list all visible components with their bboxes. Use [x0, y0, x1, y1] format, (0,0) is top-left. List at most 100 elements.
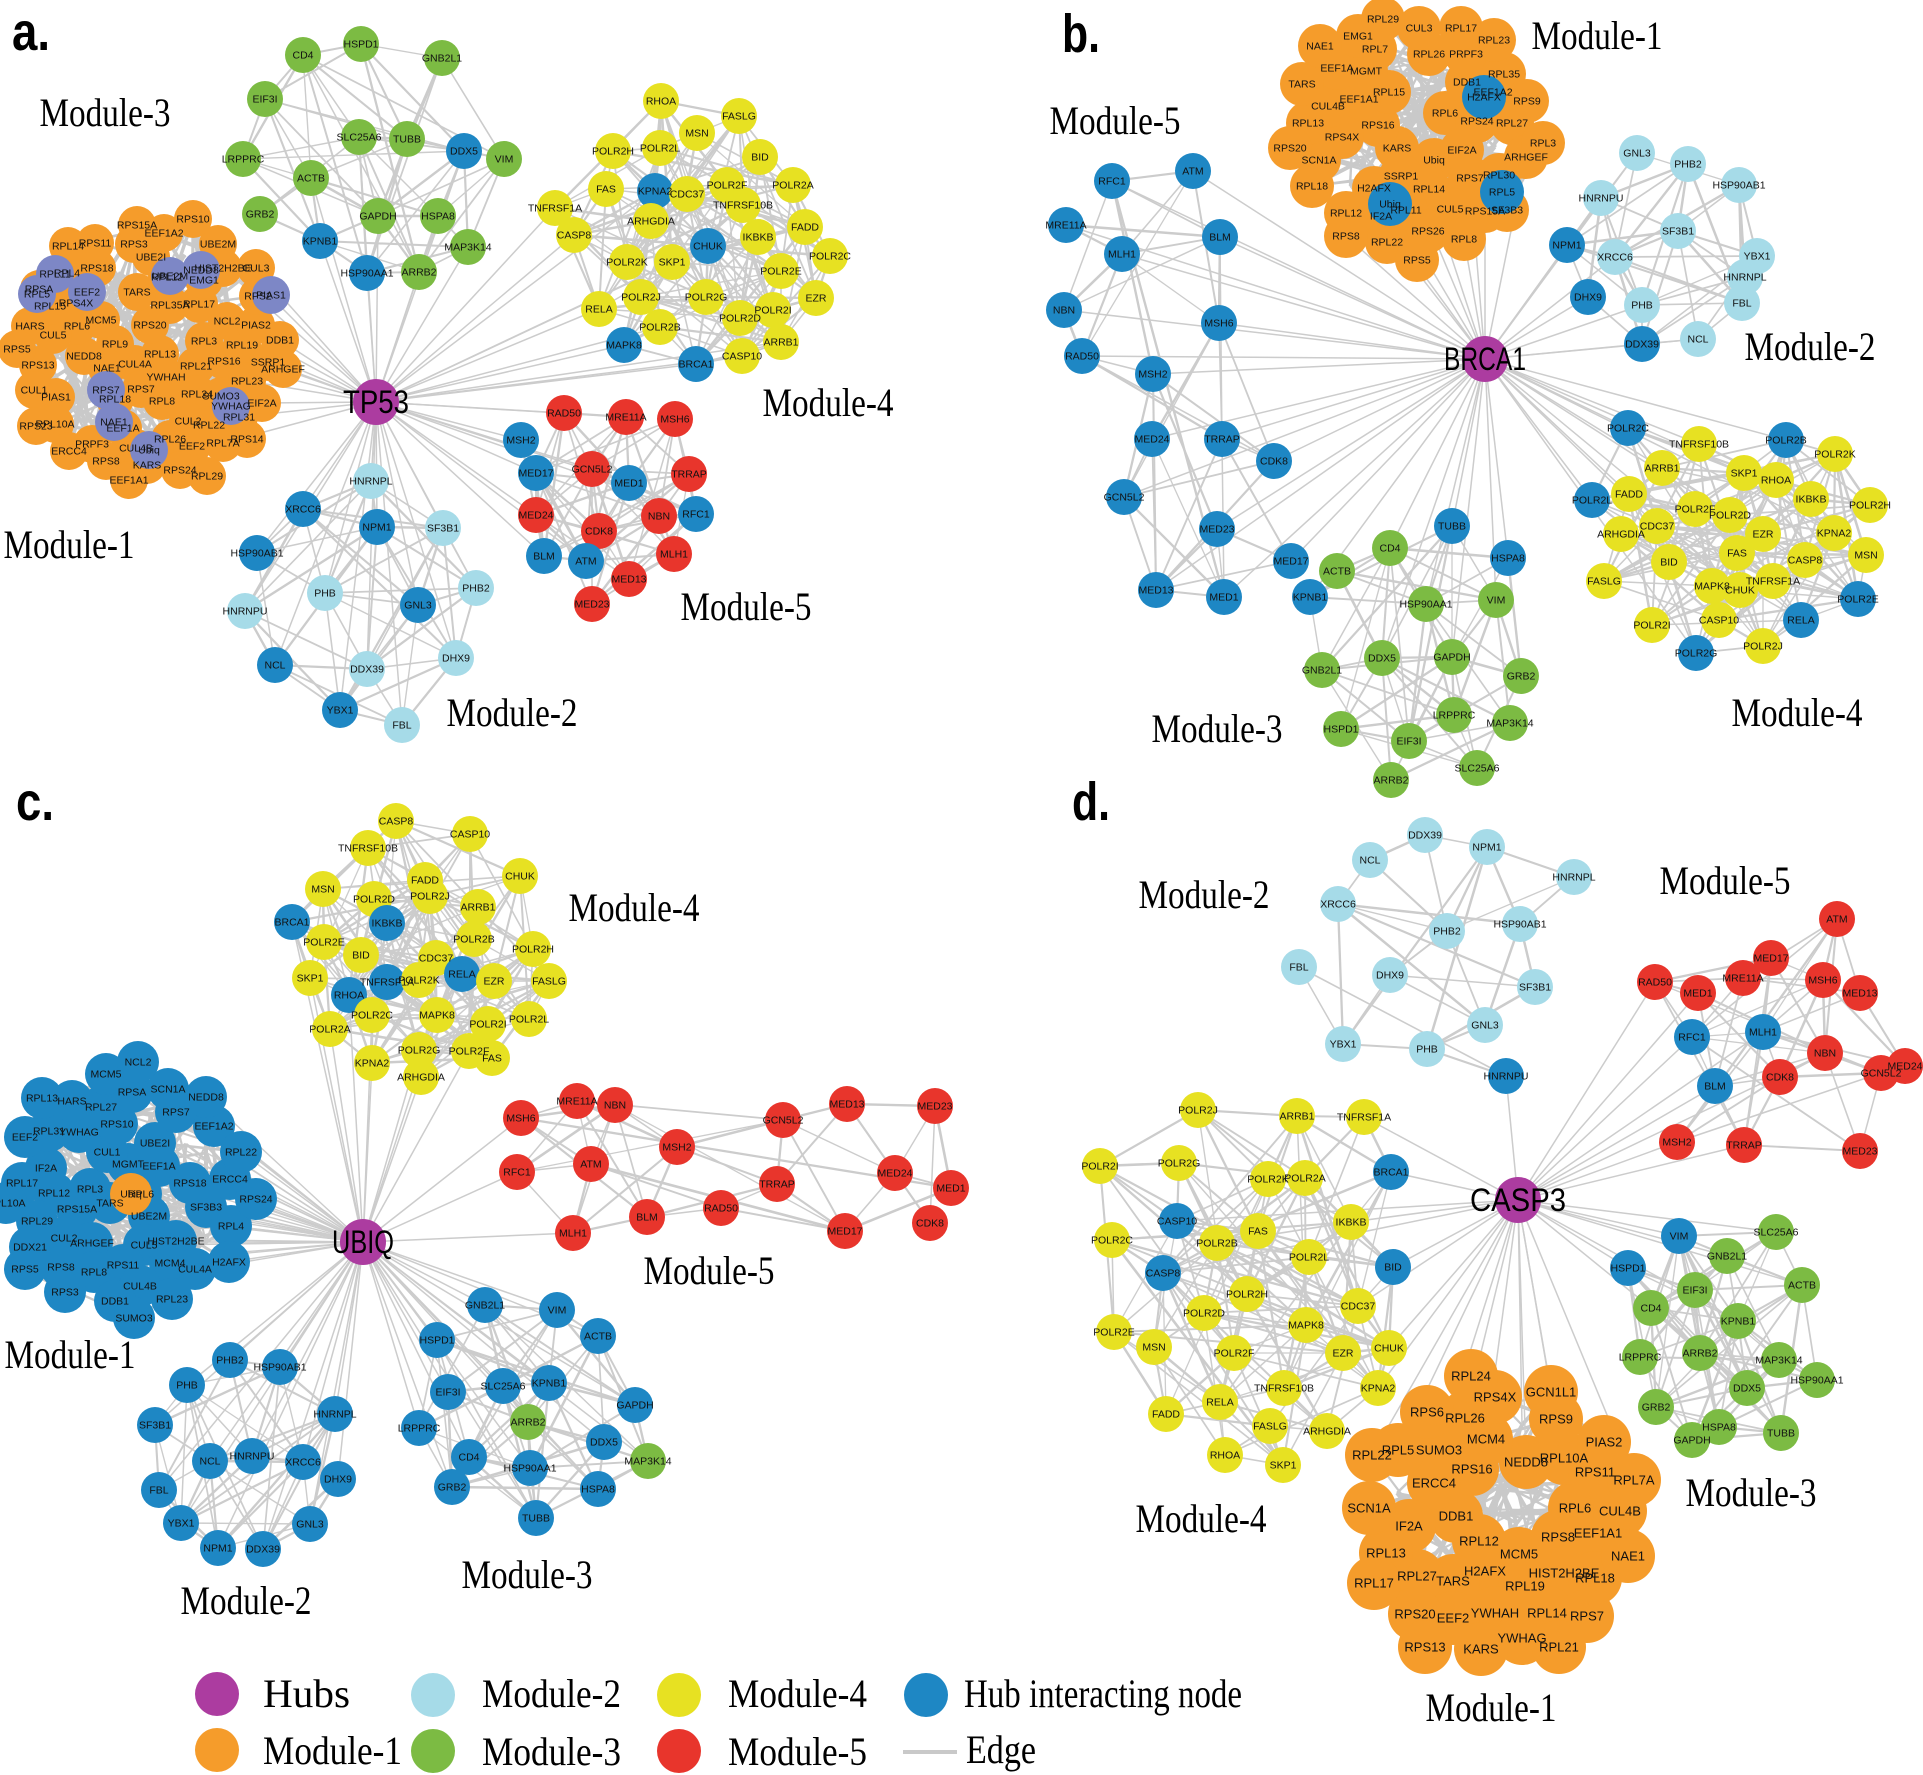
svg-text:ARRB1: ARRB1: [763, 337, 798, 349]
svg-text:POLR2C: POLR2C: [1607, 423, 1649, 435]
svg-text:VIM: VIM: [548, 1305, 567, 1317]
svg-text:MLH1: MLH1: [1749, 1027, 1777, 1039]
svg-text:H2AFX: H2AFX: [1357, 183, 1391, 195]
svg-text:RPS3: RPS3: [51, 1287, 79, 1299]
svg-text:BLM: BLM: [1209, 232, 1231, 244]
svg-text:HSPA8: HSPA8: [421, 211, 455, 223]
svg-text:EEF2: EEF2: [74, 287, 100, 299]
svg-text:MGMT: MGMT: [112, 1159, 145, 1171]
svg-text:RPL18: RPL18: [99, 394, 131, 406]
svg-text:POLR2K: POLR2K: [1247, 1174, 1288, 1186]
svg-text:DDX39: DDX39: [350, 664, 384, 676]
svg-text:POLR2F: POLR2F: [1214, 1348, 1255, 1360]
svg-text:RPL18: RPL18: [1296, 181, 1328, 193]
svg-text:RPS11: RPS11: [1575, 1465, 1615, 1480]
svg-text:CD4: CD4: [292, 50, 313, 62]
svg-text:RPS3: RPS3: [120, 239, 148, 251]
svg-text:FASLG: FASLG: [1253, 1421, 1287, 1433]
svg-text:HNRNPL: HNRNPL: [1552, 872, 1595, 884]
svg-text:RPL29: RPL29: [1367, 14, 1399, 26]
svg-text:H2AFX: H2AFX: [1467, 92, 1501, 104]
svg-text:IKBKB: IKBKB: [372, 918, 403, 930]
svg-text:RPL10A: RPL10A: [0, 1198, 26, 1210]
svg-text:POLR2C: POLR2C: [1091, 1235, 1133, 1247]
svg-text:ARRB2: ARRB2: [1682, 1348, 1717, 1360]
svg-text:SCN1A: SCN1A: [150, 1084, 185, 1096]
svg-text:POLR2K: POLR2K: [606, 257, 647, 269]
svg-text:SUMO3: SUMO3: [202, 391, 240, 403]
svg-text:FBL: FBL: [1289, 962, 1308, 974]
svg-text:NEDD8: NEDD8: [188, 1092, 224, 1104]
svg-text:RPL7A: RPL7A: [1613, 1473, 1655, 1488]
svg-text:MAPK8: MAPK8: [1694, 581, 1730, 593]
svg-text:RPL5: RPL5: [1489, 187, 1515, 199]
svg-text:POLR2J: POLR2J: [410, 891, 450, 903]
svg-text:SCN1A: SCN1A: [1301, 155, 1336, 167]
svg-text:RELA: RELA: [1787, 615, 1814, 627]
svg-text:YWHAG: YWHAG: [211, 401, 251, 413]
svg-text:TUBB: TUBB: [393, 134, 421, 146]
svg-text:RPL14: RPL14: [52, 241, 84, 253]
svg-text:POLR2E: POLR2E: [760, 266, 801, 278]
svg-text:SKP1: SKP1: [1270, 1460, 1297, 1472]
svg-text:Module-3: Module-3: [1152, 706, 1283, 751]
svg-text:RPS20: RPS20: [133, 320, 166, 332]
svg-text:TRRAP: TRRAP: [1204, 434, 1240, 446]
svg-text:TP53: TP53: [343, 384, 409, 420]
svg-text:MED13: MED13: [1138, 585, 1173, 597]
svg-text:GCN5L2: GCN5L2: [1104, 492, 1145, 504]
svg-text:NCL: NCL: [199, 1456, 220, 1468]
svg-text:Ubiq: Ubiq: [120, 1189, 142, 1201]
svg-text:Module-2: Module-2: [1139, 872, 1270, 917]
svg-text:MED24: MED24: [1887, 1061, 1922, 1073]
svg-text:RPL10A: RPL10A: [35, 419, 74, 431]
svg-text:FAS: FAS: [482, 1053, 502, 1065]
svg-text:MLH1: MLH1: [660, 549, 688, 561]
svg-text:RPS16: RPS16: [1451, 1462, 1492, 1477]
svg-text:POLR2A: POLR2A: [1284, 1173, 1325, 1185]
svg-text:GRB2: GRB2: [1507, 671, 1536, 683]
svg-text:CHUK: CHUK: [1374, 1343, 1404, 1355]
svg-text:EIF3I: EIF3I: [1682, 1285, 1707, 1297]
svg-text:ARHGDIA: ARHGDIA: [1303, 1426, 1351, 1438]
svg-text:KPNA2: KPNA2: [355, 1058, 390, 1070]
svg-text:MED24: MED24: [877, 1168, 912, 1180]
svg-text:RPL35: RPL35: [1488, 69, 1520, 81]
svg-text:GRB2: GRB2: [1642, 1402, 1671, 1414]
svg-text:DDX5: DDX5: [1733, 1383, 1761, 1395]
svg-text:FASLG: FASLG: [532, 976, 566, 988]
svg-text:ACTB: ACTB: [1323, 566, 1351, 578]
svg-text:Module-1: Module-1: [1426, 1685, 1557, 1730]
svg-text:NPM1: NPM1: [362, 522, 391, 534]
svg-text:RPL13: RPL13: [26, 1093, 58, 1105]
svg-text:DDB1: DDB1: [1453, 77, 1481, 89]
svg-text:RPL12: RPL12: [38, 1188, 70, 1200]
svg-text:NBN: NBN: [1053, 305, 1075, 317]
svg-text:RPS26: RPS26: [1411, 226, 1444, 238]
svg-text:DDX39: DDX39: [1625, 339, 1659, 351]
svg-text:CDK8: CDK8: [1766, 1072, 1794, 1084]
svg-text:POLR2I: POLR2I: [469, 1019, 506, 1031]
svg-text:BID: BID: [751, 152, 769, 164]
svg-text:MAP3K14: MAP3K14: [624, 1456, 671, 1468]
svg-text:POLR2J: POLR2J: [1743, 641, 1783, 653]
svg-text:SF3B1: SF3B1: [1662, 226, 1694, 238]
svg-text:Module-5: Module-5: [644, 1248, 775, 1293]
svg-text:IKBKB: IKBKB: [1336, 1217, 1367, 1229]
svg-text:ARHGEF: ARHGEF: [70, 1238, 114, 1250]
svg-text:POLR2F: POLR2F: [1675, 504, 1716, 516]
svg-text:POLR2E: POLR2E: [1837, 594, 1878, 606]
svg-text:RPS4X: RPS4X: [59, 298, 93, 310]
svg-text:RPL8: RPL8: [81, 1267, 107, 1279]
svg-text:EZR: EZR: [806, 293, 827, 305]
svg-text:RPL14: RPL14: [1527, 1606, 1567, 1621]
svg-text:RPS15A: RPS15A: [117, 220, 157, 232]
svg-text:CASP8: CASP8: [1788, 555, 1823, 567]
svg-text:ATM: ATM: [575, 556, 596, 568]
svg-text:POLR2C: POLR2C: [809, 251, 851, 263]
svg-text:PHB2: PHB2: [1433, 926, 1461, 938]
svg-text:HSPA8: HSPA8: [581, 1484, 615, 1496]
svg-text:TNFRSF1A: TNFRSF1A: [528, 203, 582, 215]
svg-text:EIF3I: EIF3I: [435, 1387, 460, 1399]
svg-text:NEDD8: NEDD8: [1504, 1455, 1548, 1470]
